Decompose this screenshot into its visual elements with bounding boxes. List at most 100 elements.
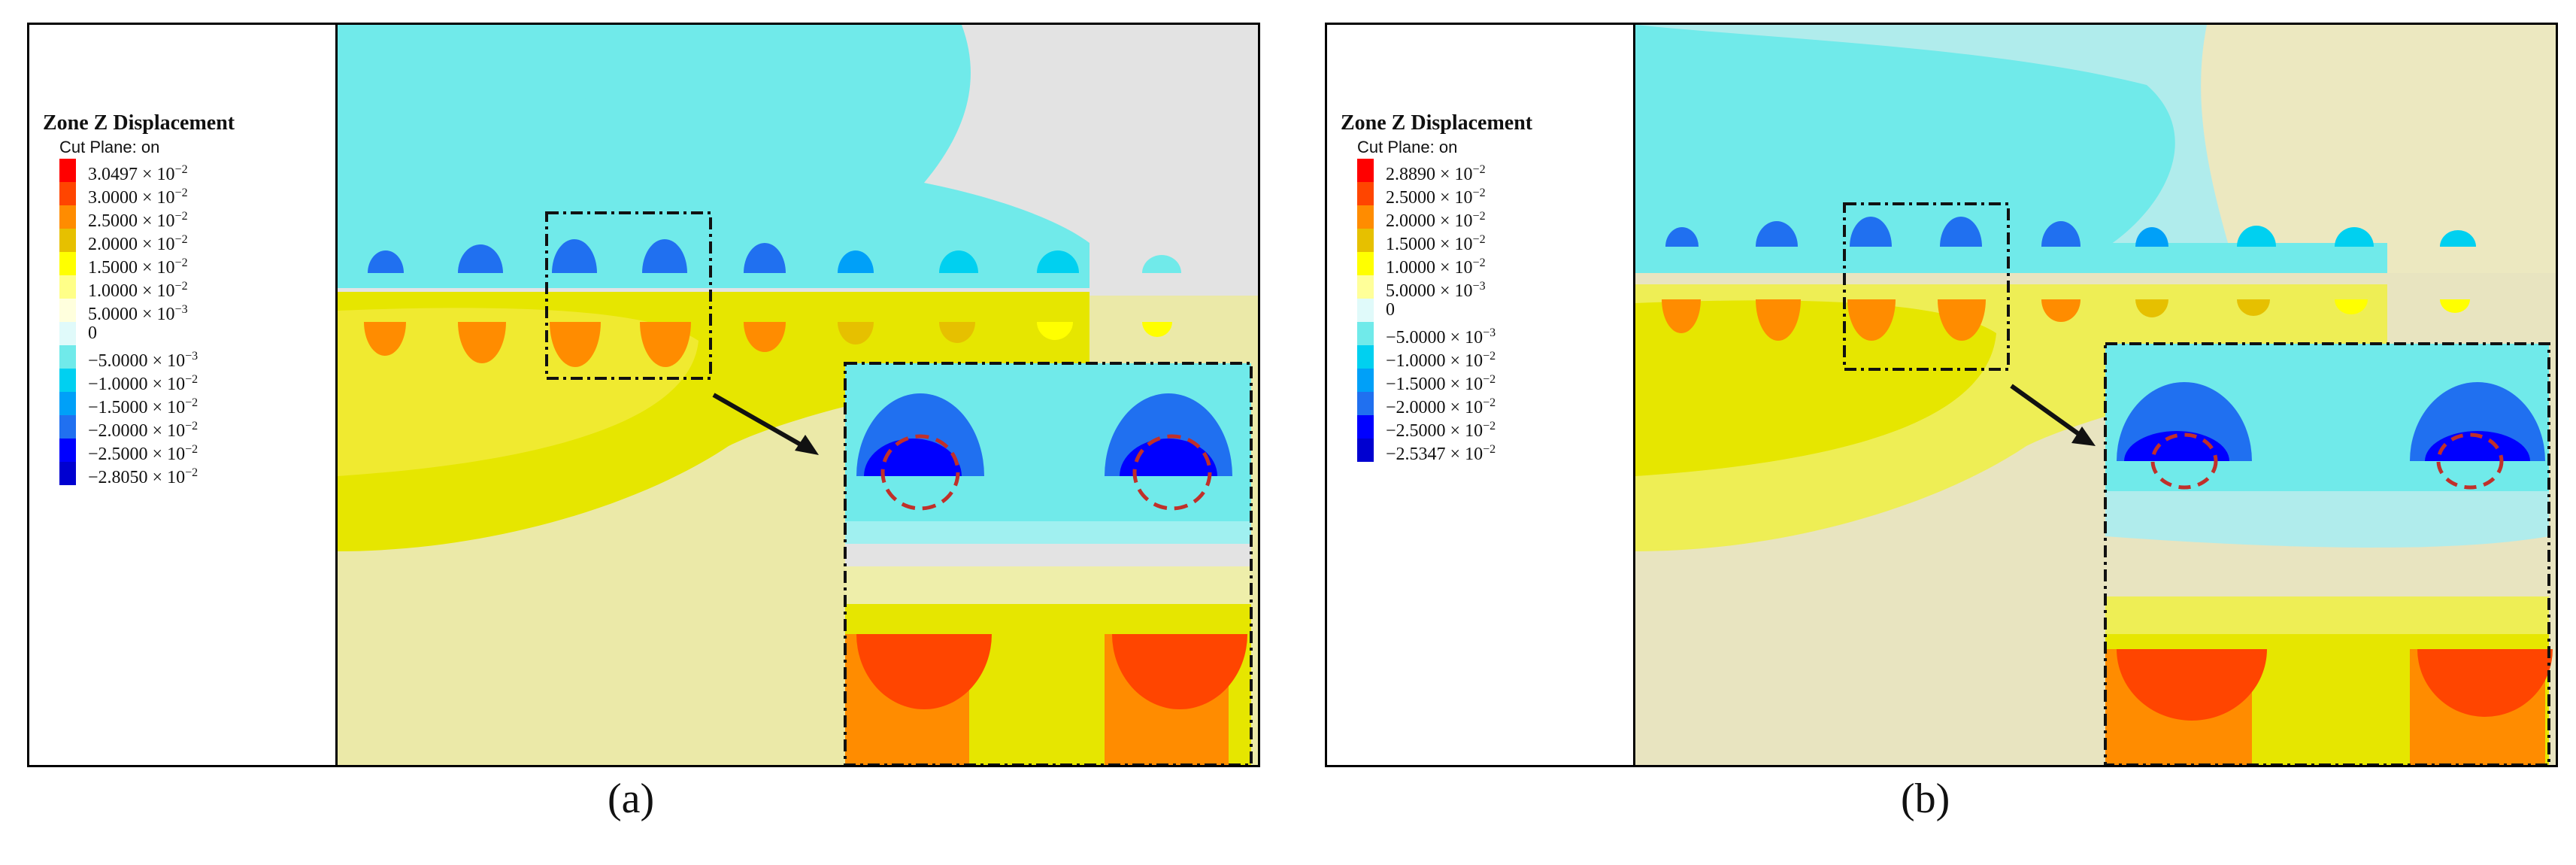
legend-swatch	[59, 462, 76, 485]
legend-entry: −5.0000 × 10−3	[1357, 322, 1628, 348]
legend-value: 1.5000 × 10	[1386, 235, 1473, 254]
panel-b: Zone Z Displacement Cut Plane: on 2.8890…	[1298, 0, 2568, 865]
legend-swatch	[1357, 322, 1374, 345]
legend-label: −1.0000 × 10−2	[1386, 347, 1496, 371]
cyan-lobe	[338, 55, 623, 175]
legend-entry: −2.0000 × 10−2	[1357, 392, 1628, 417]
legend-label: 1.0000 × 10−2	[1386, 253, 1486, 278]
legend-value: 1.5000 × 10	[88, 258, 175, 278]
legend-exponent: −3	[174, 303, 188, 316]
legend-exponent: −3	[1472, 280, 1486, 293]
legend-label: 5.0000 × 10−3	[88, 300, 188, 324]
legend-swatch	[59, 252, 76, 275]
legend-exponent: −2	[1483, 420, 1496, 432]
legend-value: 0	[88, 323, 97, 343]
arrow-head	[795, 435, 819, 455]
legend-swatch	[1357, 392, 1374, 415]
legend-value: 3.0000 × 10	[88, 188, 175, 208]
contour-plot-b	[1635, 25, 2556, 765]
legend-exponent: −3	[1483, 326, 1496, 339]
legend-label: −2.5000 × 10−2	[88, 440, 198, 464]
legend-label: −2.0000 × 10−2	[1386, 393, 1496, 417]
legend-entry: 0	[59, 322, 330, 345]
legend-label: 3.0497 × 10−2	[88, 160, 188, 184]
legend-swatch	[59, 369, 76, 392]
legend-value: −5.0000 × 10	[1386, 328, 1483, 348]
caption-a: (a)	[608, 775, 655, 822]
legend-a: Zone Z Displacement Cut Plane: on 3.0497…	[29, 25, 338, 765]
yellow-core	[338, 308, 699, 476]
legend-exponent: −2	[185, 420, 199, 432]
legend-label: −2.8050 × 10−2	[88, 463, 198, 487]
legend-value: 2.5000 × 10	[1386, 188, 1473, 208]
legend-entry: −5.0000 × 10−3	[59, 345, 330, 371]
legend-swatch	[59, 345, 76, 369]
legend-swatch	[59, 205, 76, 229]
legend-swatch	[1357, 415, 1374, 439]
legend-entry: 2.0000 × 10−2	[59, 229, 330, 254]
legend-swatch	[59, 392, 76, 415]
legend-swatch	[1357, 345, 1374, 369]
legend-exponent: −2	[174, 280, 188, 293]
legend-label: 5.0000 × 10−3	[1386, 277, 1486, 301]
legend-swatch	[1357, 275, 1374, 299]
legend-entry: −1.5000 × 10−2	[59, 392, 330, 417]
legend-swatch	[59, 159, 76, 182]
legend-value: 5.0000 × 10	[88, 305, 175, 324]
legend-exponent: −2	[1483, 373, 1496, 386]
legend-value: −2.5000 × 10	[1386, 421, 1483, 441]
legend-label: 1.5000 × 10−2	[1386, 230, 1486, 254]
legend-swatch	[1357, 439, 1374, 462]
legend-exponent: −2	[1483, 443, 1496, 456]
legend-entry: 2.5000 × 10−2	[59, 205, 330, 231]
legend-entry: −1.0000 × 10−2	[1357, 345, 1628, 371]
zoom-inset	[2104, 342, 2553, 765]
legend-exponent: −2	[1472, 163, 1486, 176]
legend-value: −1.5000 × 10	[88, 398, 186, 417]
yellow-core	[1635, 300, 1996, 476]
caption-b: (b)	[1901, 775, 1950, 822]
legend-label: −5.0000 × 10−3	[1386, 323, 1496, 348]
legend-entry: −2.5000 × 10−2	[59, 439, 330, 464]
legend-value: 2.5000 × 10	[88, 211, 175, 231]
legend-entry: 1.0000 × 10−2	[59, 275, 330, 301]
legend-exponent: −3	[185, 350, 199, 363]
legend-label: 2.5000 × 10−2	[88, 207, 188, 231]
legend-swatch	[1357, 182, 1374, 205]
legend-swatch	[1357, 299, 1374, 322]
contour-figure-b: Zone Z Displacement Cut Plane: on 2.8890…	[1325, 23, 2558, 767]
legend-value: 5.0000 × 10	[1386, 281, 1473, 301]
legend-exponent: −2	[1472, 256, 1486, 269]
selection-box	[545, 211, 712, 380]
legend-entry: 1.5000 × 10−2	[1357, 229, 1628, 254]
legend-value: −2.0000 × 10	[1386, 398, 1483, 417]
legend-exponent: −2	[1483, 396, 1496, 409]
legend-label: −2.0000 × 10−2	[88, 417, 198, 441]
legend-label: 0	[1386, 300, 1395, 320]
legend-exponent: −2	[174, 233, 188, 246]
legend-entry: 1.0000 × 10−2	[1357, 252, 1628, 278]
legend-exponent: −2	[174, 210, 188, 223]
legend-label: −2.5347 × 10−2	[1386, 440, 1496, 464]
legend-entry: −2.0000 × 10−2	[59, 415, 330, 441]
legend-label: 0	[88, 323, 97, 343]
legend-value: −2.5347 × 10	[1386, 445, 1483, 464]
legend-value: 0	[1386, 300, 1395, 320]
legend-subtitle: Cut Plane: on	[59, 138, 160, 156]
legend-swatch	[59, 415, 76, 439]
legend-label: 1.0000 × 10−2	[88, 277, 188, 301]
legend-exponent: −2	[1483, 350, 1496, 363]
legend-exponent: −2	[1472, 210, 1486, 223]
zoom-inset	[844, 362, 1253, 765]
legend-exponent: −2	[174, 163, 188, 176]
legend-swatch	[1357, 229, 1374, 252]
legend-entry: 2.8890 × 10−2	[1357, 159, 1628, 184]
contour-plot-a	[338, 25, 1258, 765]
legend-entry: −2.8050 × 10−2	[59, 462, 330, 487]
contour-svg-a	[338, 25, 1258, 765]
legend-exponent: −2	[185, 396, 199, 409]
legend-value: −2.8050 × 10	[88, 468, 186, 487]
legend-label: 2.8890 × 10−2	[1386, 160, 1486, 184]
legend-subtitle: Cut Plane: on	[1357, 138, 1458, 156]
legend-exponent: −2	[174, 256, 188, 269]
